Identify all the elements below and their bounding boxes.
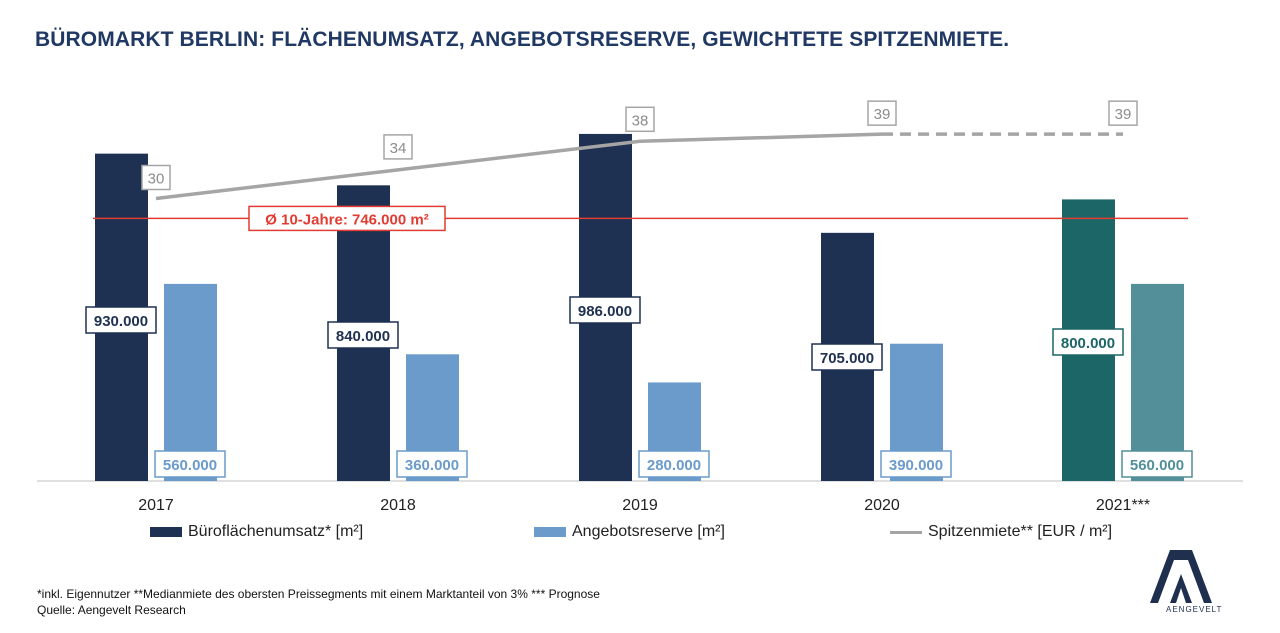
miete-value-label: 30 — [148, 171, 165, 188]
miete-value-label: 39 — [1115, 106, 1132, 123]
reserve-value-box — [154, 450, 226, 478]
reserve-value-label: 360.000 — [405, 457, 459, 474]
legend-swatch-umsatz — [150, 527, 182, 537]
x-tick-label: 2017 — [138, 497, 174, 514]
umsatz-value-label: 840.000 — [336, 328, 390, 345]
reserve-value-box — [396, 450, 468, 478]
aengevelt-logo — [1150, 550, 1212, 603]
umsatz-value-box — [327, 321, 399, 349]
legend-item-reserve: Angebotsreserve [m²] — [534, 523, 725, 541]
umsatz-value-label: 930.000 — [94, 313, 148, 330]
miete-value-box — [383, 134, 413, 160]
reserve-value-box — [638, 450, 710, 478]
umsatz-value-label: 705.000 — [820, 350, 874, 367]
bar-reserve-2021*** — [1131, 283, 1184, 481]
miete-value-box — [141, 164, 171, 191]
miete-line — [155, 132, 883, 201]
umsatz-value-label: 800.000 — [1061, 335, 1115, 352]
miete-value-box — [1108, 100, 1138, 126]
reference-label-box — [248, 205, 446, 232]
footnote: *inkl. Eigennutzer **Medianmiete des obe… — [37, 587, 600, 601]
legend-label-miete: Spitzenmiete** [EUR / m²] — [928, 523, 1113, 540]
x-tick-label: 2021*** — [1096, 497, 1150, 514]
miete-value-box — [625, 106, 655, 133]
reserve-value-label: 560.000 — [1130, 457, 1184, 474]
chart-title: BÜROMARKT BERLIN: FLÄCHENUMSATZ, ANGEBOT… — [35, 28, 1010, 51]
legend-label-reserve: Angebotsreserve [m²] — [572, 523, 725, 540]
umsatz-value-box — [569, 296, 641, 324]
source-note: Quelle: Aengevelt Research — [37, 603, 186, 617]
umsatz-value-box — [1052, 328, 1124, 356]
miete-value-label: 38 — [632, 112, 649, 129]
miete-value-label: 34 — [390, 140, 407, 157]
reserve-value-label: 280.000 — [647, 457, 701, 474]
reserve-value-label: 390.000 — [889, 457, 943, 474]
reference-label: Ø 10-Jahre: 746.000 m² — [265, 211, 428, 228]
x-tick-label: 2020 — [864, 497, 900, 514]
umsatz-value-box — [85, 306, 157, 334]
miete-value-label: 39 — [874, 106, 891, 123]
umsatz-value-box — [811, 343, 883, 371]
bar-reserve-2017 — [164, 283, 217, 481]
miete-value-box — [867, 100, 897, 126]
x-tick-label: 2018 — [380, 497, 416, 514]
umsatz-value-label: 986.000 — [578, 303, 632, 320]
legend-swatch-miete — [890, 530, 922, 534]
reserve-value-box — [880, 450, 952, 478]
logo-wordmark: AENGEVELT — [1166, 605, 1223, 614]
reserve-value-box — [1121, 450, 1193, 478]
legend-item-umsatz: Büroflächenumsatz* [m²] — [150, 523, 363, 541]
reserve-value-label: 560.000 — [163, 457, 217, 474]
legend-swatch-reserve — [534, 527, 566, 537]
legend-item-miete: Spitzenmiete** [EUR / m²] — [890, 523, 1112, 541]
legend-label-umsatz: Büroflächenumsatz* [m²] — [188, 523, 364, 540]
x-tick-label: 2019 — [622, 497, 658, 514]
